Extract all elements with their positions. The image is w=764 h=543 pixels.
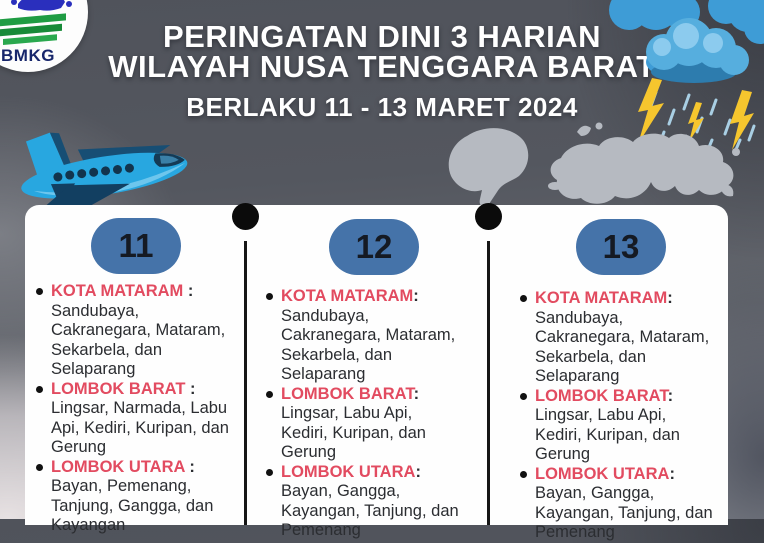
region-name: KOTA MATARAM: [281, 287, 414, 305]
region-item: LOMBOK BARAT: Lingsar, Labu Api, Kediri,…: [266, 385, 461, 463]
region-item: KOTA MATARAM: Sandubaya, Cakranegara, Ma…: [266, 287, 461, 385]
region-colon: :: [183, 282, 194, 300]
bmkg-logo-art: [0, 0, 72, 45]
region-colon: :: [667, 289, 673, 307]
column-divider: [244, 241, 247, 525]
region-colon: :: [667, 386, 674, 405]
region-item: KOTA MATARAM : Sandubaya, Cakranegara, M…: [36, 282, 231, 380]
region-name: LOMBOK BARAT: [281, 384, 414, 403]
poster-title-line2: WILAYAH NUSA TENGGARA BARAT: [108, 49, 656, 84]
poster-validity-text: BERLAKU 11 - 13 MARET 2024: [186, 92, 578, 122]
day-badge-11: 11: [91, 218, 181, 274]
region-colon: :: [415, 462, 421, 481]
day-column-12: KOTA MATARAM: Sandubaya, Cakranegara, Ma…: [266, 287, 461, 541]
day-badge-12: 12: [329, 219, 419, 275]
region-areas: Lingsar, Narmada, Labu Api, Kediri, Kuri…: [51, 399, 229, 456]
region-areas: Lingsar, Labu Api, Kediri, Kuripan, dan …: [281, 404, 426, 461]
day-column-13: KOTA MATARAM: Sandubaya, Cakranegara, Ma…: [520, 289, 715, 543]
region-areas: Lingsar, Labu Api, Kediri, Kuripan, dan …: [535, 406, 680, 463]
region-colon: :: [669, 464, 675, 483]
region-name: LOMBOK BARAT: [51, 379, 186, 398]
forecast-card: 11 12 13 KOTA MATARAM : Sandubaya, Cakra…: [25, 203, 728, 541]
day-number: 13: [602, 228, 640, 265]
region-areas: Sandubaya, Cakranegara, Mataram, Sekarbe…: [281, 306, 456, 384]
region-name: KOTA MATARAM: [535, 289, 668, 307]
bmkg-logo-text: BMKG: [1, 46, 55, 65]
day-number: 12: [355, 228, 393, 265]
region-item: LOMBOK BARAT : Lingsar, Narmada, Labu Ap…: [36, 380, 231, 458]
region-colon: :: [185, 379, 196, 398]
region-name: LOMBOK BARAT: [535, 386, 668, 405]
timeline-dot: [232, 203, 259, 230]
ntb-islands-map-silhouette: [448, 122, 740, 207]
day-badge-13: 13: [576, 219, 666, 275]
region-name: LOMBOK UTARA: [281, 462, 416, 481]
region-list: KOTA MATARAM: Sandubaya, Cakranegara, Ma…: [520, 289, 715, 543]
region-areas: Bayan, Pemenang, Tanjung, Gangga, dan Ka…: [51, 477, 214, 534]
region-name: LOMBOK UTARA: [535, 464, 670, 483]
poster-title-line1: PERINGATAN DINI 3 HARIAN: [163, 19, 601, 54]
region-areas: Bayan, Gangga, Kayangan, Tanjung, dan Pe…: [535, 484, 713, 541]
region-colon: :: [413, 384, 420, 403]
region-areas: Sandubaya, Cakranegara, Mataram, Sekarbe…: [535, 308, 710, 386]
region-colon: :: [184, 457, 195, 476]
column-divider: [487, 241, 490, 525]
region-list: KOTA MATARAM: Sandubaya, Cakranegara, Ma…: [266, 287, 461, 541]
timeline-dot: [475, 203, 502, 230]
region-item: LOMBOK UTARA: Bayan, Gangga, Kayangan, T…: [266, 463, 461, 541]
region-item: LOMBOK BARAT: Lingsar, Labu Api, Kediri,…: [520, 387, 715, 465]
bmkg-logo: BMKG: [0, 0, 88, 72]
region-item: LOMBOK UTARA: Bayan, Gangga, Kayangan, T…: [520, 465, 715, 543]
region-colon: :: [413, 287, 419, 305]
region-item: LOMBOK UTARA : Bayan, Pemenang, Tanjung,…: [36, 458, 231, 536]
storm-cloud-icon: [609, 0, 764, 150]
day-number: 11: [118, 227, 154, 264]
region-name: KOTA MATARAM: [51, 282, 184, 300]
region-areas: Bayan, Gangga, Kayangan, Tanjung, dan Pe…: [281, 482, 459, 539]
region-name: LOMBOK UTARA: [51, 457, 185, 476]
day-column-11: KOTA MATARAM : Sandubaya, Cakranegara, M…: [36, 282, 231, 536]
region-areas: Sandubaya, Cakranegara, Mataram, Sekarbe…: [51, 301, 226, 379]
region-list: KOTA MATARAM : Sandubaya, Cakranegara, M…: [36, 282, 231, 536]
region-item: KOTA MATARAM: Sandubaya, Cakranegara, Ma…: [520, 289, 715, 387]
